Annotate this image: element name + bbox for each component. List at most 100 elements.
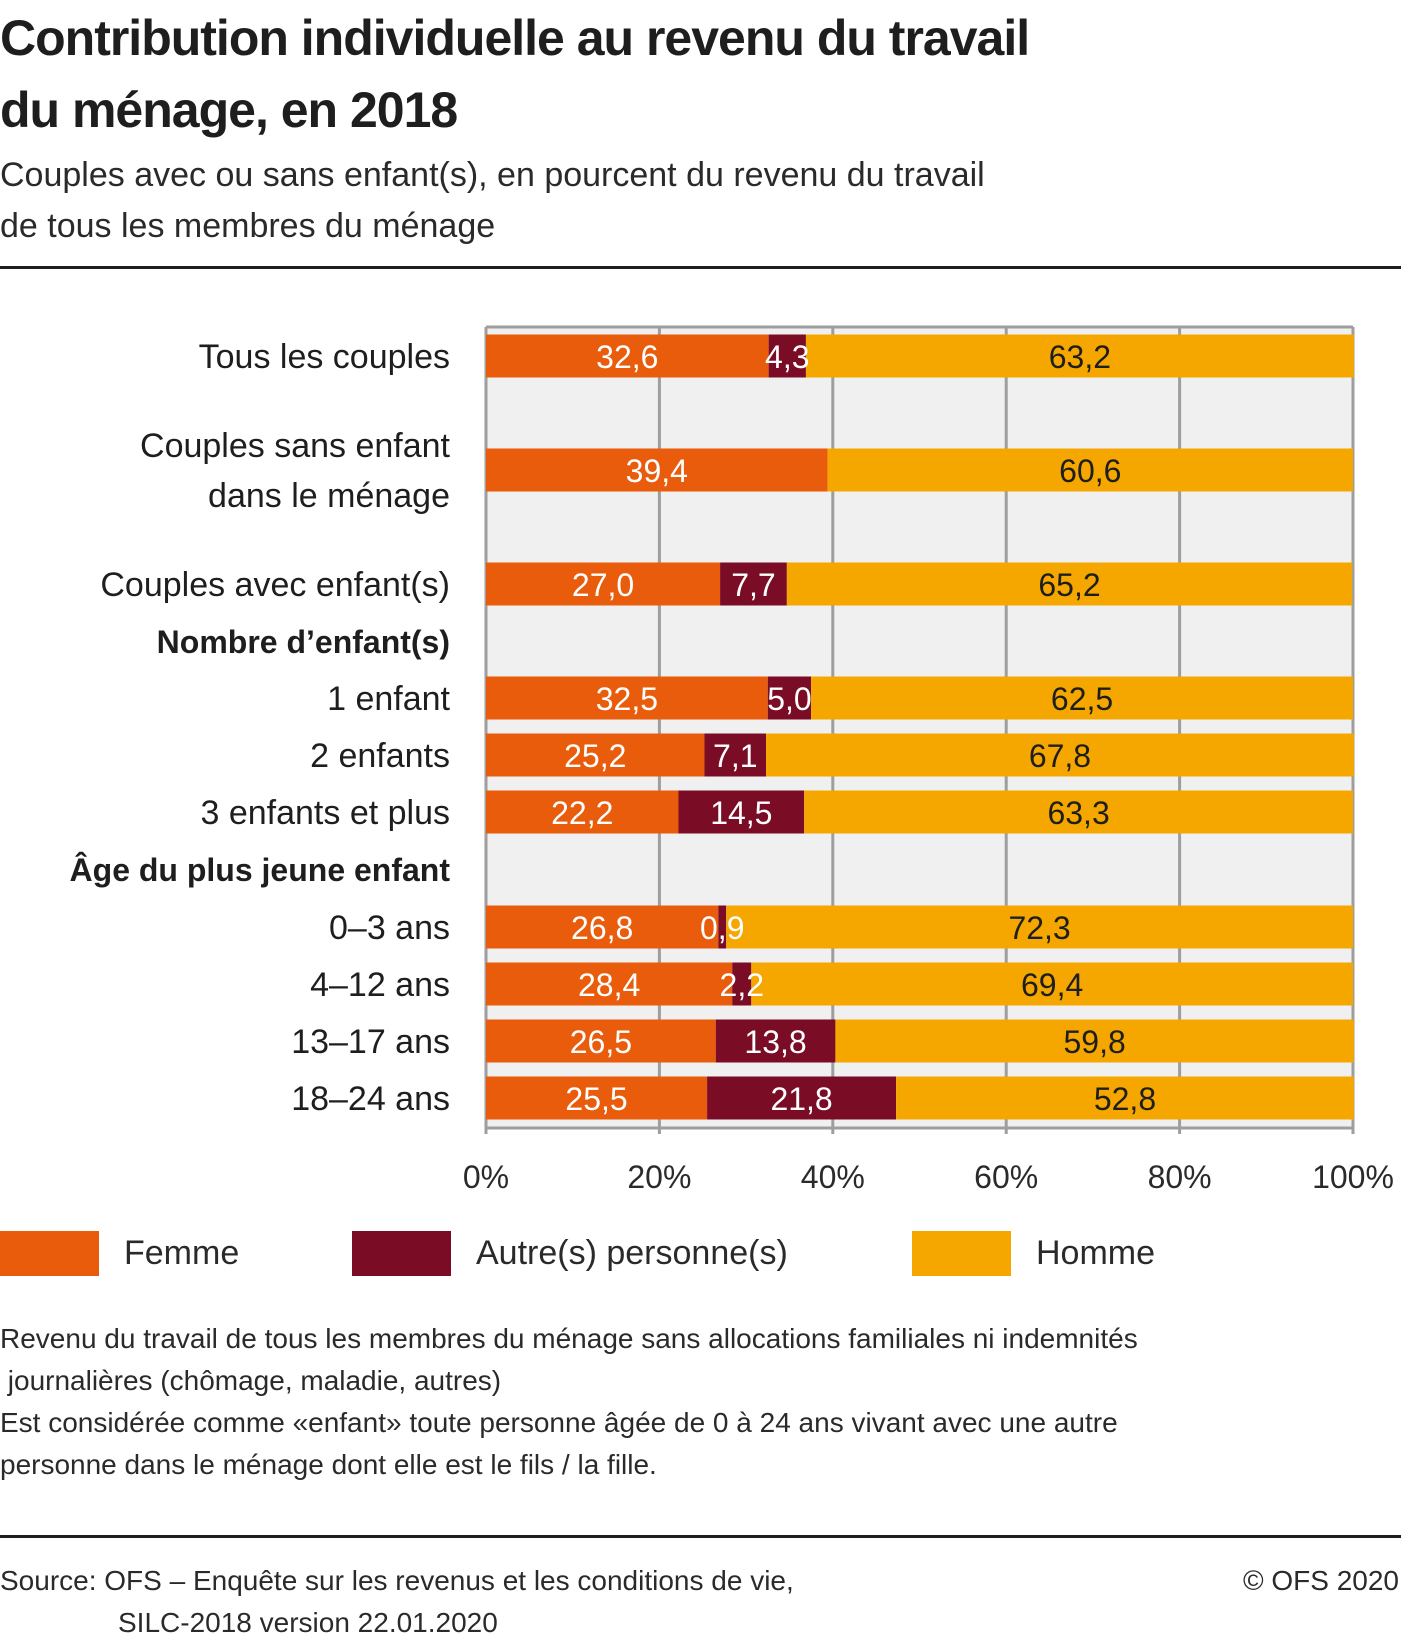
note-line-4: personne dans le ménage dont elle est le… [0,1449,657,1480]
subtitle-line-2: de tous les membres du ménage [0,207,496,245]
plot-area [486,327,1353,1128]
source-line-1: Source: OFS – Enquête sur les revenus et… [0,1565,794,1596]
row-label: 3 enfants et plus [200,794,450,832]
bar-segment-femme [486,733,705,777]
bar-value-label-femme: 32,5 [596,681,658,717]
bar-segment-homme [827,448,1353,492]
group-heading-label: Âge du plus jeune enfant [70,852,451,888]
copyright: © OFS 2020 [1242,1565,1399,1596]
x-tick-label: 60% [974,1159,1038,1195]
bar-segment-autres [707,1076,897,1120]
bar-value-label-homme: 59,8 [1063,1024,1125,1060]
bar-segment-autres [720,562,787,606]
bar-value-label-homme: 65,2 [1038,567,1100,603]
bar-value-label-autres: 5,0 [767,681,811,717]
bar-value-label-autres: 13,8 [744,1024,806,1060]
chart-title: Contribution individuelle au revenu du t… [0,2,1200,146]
bar-segment-homme [896,1076,1354,1120]
bar-segment-homme [766,733,1354,777]
note-line-2: journalières (chômage, maladie, autres) [0,1365,502,1396]
legend-swatch-femme [0,1230,99,1276]
footnotes: Revenu du travail de tous les membres du… [0,1318,1380,1486]
bar-segment-homme [811,676,1353,720]
legend-item-femme: Femme [0,1230,239,1276]
bar-segment-homme [726,905,1353,949]
bar-value-label-femme: 26,5 [570,1024,632,1060]
bottom-divider [0,1535,1401,1538]
bar-value-label-autres: 7,1 [713,738,757,774]
bar-value-label-homme: 60,6 [1059,453,1121,489]
row-label: 18–24 ans [291,1080,450,1118]
legend-item-homme: Homme [912,1230,1155,1276]
row-label: 2 enfants [310,737,450,775]
source-line-2: SILC-2018 version 22.01.2020 [118,1607,498,1638]
x-tick-label: 20% [627,1159,691,1195]
bar-segment-femme [486,334,769,378]
bar-value-label-homme: 69,4 [1021,967,1083,1003]
x-tick-label: 80% [1148,1159,1212,1195]
legend-label-femme: Femme [124,1233,240,1272]
bar-segment-autres [718,905,727,949]
bar-segment-autres [715,1019,836,1063]
row-label: Tous les couples [199,338,450,376]
row-label: Couples sans enfant [140,427,451,465]
bar-value-label-homme: 63,2 [1049,339,1111,375]
group-heading-label: Nombre d’enfant(s) [157,624,450,660]
source-note: Source: OFS – Enquête sur les revenus et… [0,1560,794,1644]
x-tick-label: 40% [801,1159,865,1195]
bar-value-label-homme: 63,3 [1047,795,1109,831]
bar-value-label-autres: 7,7 [731,567,775,603]
bar-segment-homme [835,1019,1354,1063]
bar-value-label-homme: 72,3 [1008,910,1070,946]
title-line-1: Contribution individuelle au revenu du t… [0,10,1030,66]
plot-background [486,327,1353,1128]
stacked-bar-chart: 32,6 4,3 63,2 39,4 60,6 27,0 7,7 65,2 32,5 5,0 62,… [70,325,1394,1195]
legend-swatch-autres [352,1230,451,1276]
legend-label-autres: Autre(s) personne(s) [476,1233,788,1272]
legend-label-homme: Homme [1036,1233,1156,1272]
bar-value-label-autres: 14,5 [710,795,772,831]
chart-subtitle: Couples avec ou sans enfant(s), en pourc… [0,150,1200,252]
row-label: 1 enfant [327,680,450,718]
bar-segment-femme [486,962,733,1006]
bar-value-label-autres: 2,2 [720,967,764,1003]
bar-value-label-femme: 26,8 [571,910,633,946]
bar-segment-femme [486,1019,716,1063]
bar-segment-homme [804,790,1353,834]
bar-segment-autres [732,962,752,1006]
bar-segment-femme [486,1076,708,1120]
bar-segment-autres [704,733,767,777]
bar-segment-autres [678,790,805,834]
subtitle-line-1: Couples avec ou sans enfant(s), en pourc… [0,156,985,194]
bar-segment-homme [805,334,1354,378]
bar-value-label-femme: 22,2 [551,795,613,831]
row-label: 4–12 ans [310,966,450,1004]
bar-value-label-autres: 21,8 [770,1081,832,1117]
x-axis: 0% 20% 40% 60% 80% 100% [463,1126,1394,1195]
note-line-3: Est considérée comme «enfant» toute pers… [0,1407,1118,1438]
bar-value-label-autres: 0,9 [700,910,744,946]
legend-item-autres: Autre(s) personne(s) [352,1230,788,1276]
bar-value-labels: 32,6 4,3 63,2 39,4 60,6 27,0 7,7 65,2 32,5 5,0 62,… [551,339,1156,1117]
bar-value-label-femme: 32,6 [596,339,658,375]
bar-value-label-femme: 39,4 [626,453,688,489]
bar-segment-femme [486,790,679,834]
title-line-2: du ménage, en 2018 [0,82,458,138]
bar-value-label-femme: 27,0 [572,567,634,603]
bar-segment-femme [486,905,719,949]
row-label: 0–3 ans [329,909,450,947]
bar-value-label-homme: 52,8 [1094,1081,1156,1117]
row-label: dans le ménage [208,477,450,515]
top-divider [0,266,1401,269]
bar-value-label-femme: 28,4 [578,967,640,1003]
bar-value-label-homme: 67,8 [1029,738,1091,774]
row-label: 13–17 ans [291,1023,450,1061]
row-labels: Tous les couples Couples sans enfant dans … [70,338,451,1118]
bar-segment-femme [486,562,721,606]
bar-value-label-homme: 62,5 [1051,681,1113,717]
legend-swatch-homme [912,1230,1011,1276]
note-line-1: Revenu du travail de tous les membres du… [0,1323,1138,1354]
row-label: Couples avec enfant(s) [100,566,450,604]
bar-value-label-femme: 25,2 [564,738,626,774]
bar-value-label-autres: 4,3 [765,339,809,375]
